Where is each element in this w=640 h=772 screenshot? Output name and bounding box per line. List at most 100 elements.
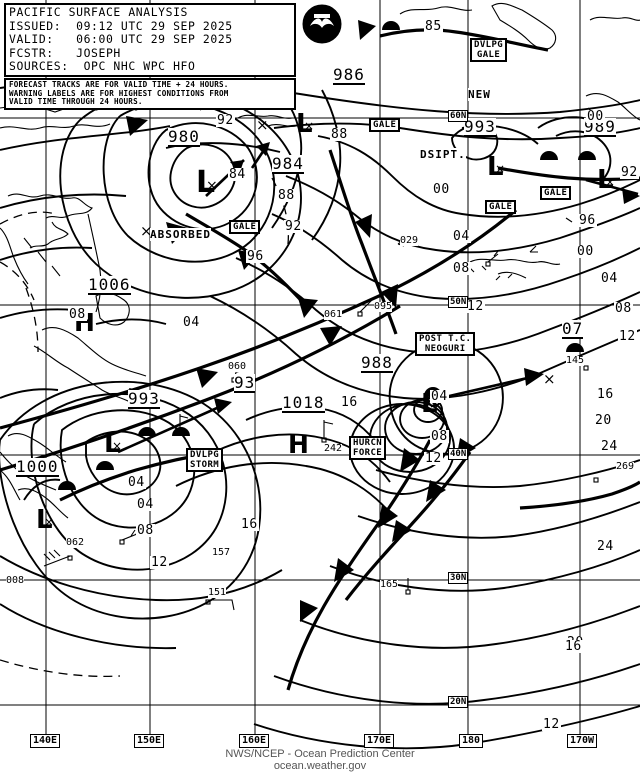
isobar-label-00-a: 00 [432,182,451,197]
graticule-latitudes [0,117,640,706]
longitude-label-170w: 170W [567,734,598,748]
isobar-label-00-c: 04 [127,475,146,490]
isobar-label-12-b: 12 [618,329,637,344]
isobar-label-04-a: 04 [452,229,471,244]
credit-line-1: NWS/NCEP - Ocean Prediction Center [225,748,415,760]
pressure-label-993-dsipt: 993 [464,117,496,137]
low-center-symbols: L × L × L × L × L × L × L × [36,109,615,535]
warning-box-gale-4: GALE [485,200,517,214]
warning-box-dvlpg-storm: DVLPG STORM [186,448,224,472]
svg-text:L: L [487,152,504,182]
isobar-label-92-c: 92 [620,165,639,180]
isobar-label-88-b: 88 [330,127,349,142]
pressure-label-988: 988 [361,353,393,373]
svg-text:×: × [140,222,153,240]
svg-text:×: × [304,119,314,133]
svg-text:L: L [104,429,121,459]
isobar-label-08-c: 08 [136,523,155,538]
svg-text:×: × [44,515,54,529]
station-value-242: 242 [324,443,343,454]
warning-box-gale-3: GALE [540,186,572,200]
latitude-label-30n: 30N [448,572,469,584]
isobar-label-12-c: 12 [150,555,169,570]
pressure-label-1000: 1000 [16,457,59,477]
isobar-label-04-e: 04 [430,389,449,404]
isobar-label-84: 84 [228,167,247,182]
credit-line-2: ocean.weather.gov [273,760,367,772]
isobar-label-04-d: 04 [136,497,155,512]
isobar-label-08-d: 08 [430,429,449,444]
station-value-145: 145 [566,355,585,366]
high-center-symbol-1018: H [288,430,309,459]
svg-text:×: × [495,162,505,176]
product-title: PACIFIC SURFACE ANALYSIS [9,5,188,19]
isobar-label-07: 07 [562,319,584,339]
forecast-tracks [117,142,640,454]
svg-text:L: L [296,109,313,139]
latitude-label-20n: 20N [448,696,469,708]
disclaimer-box: FORECAST TRACKS ARE FOR VALID TIME + 24 … [4,78,296,110]
isobar-label-16-d: 16 [564,639,583,654]
isobar-label-08-b: 08 [614,301,633,316]
product-valid: VALID: 06:00 UTC 29 SEP 2025 [9,32,233,47]
isobars [0,78,640,750]
isobar-label-12-a: 12 [466,299,485,314]
isobar-label-24-b: 24 [596,539,615,554]
isobar-label-92-b: 92 [284,219,303,234]
isobar-label-12-e: 12 [424,451,443,466]
station-value-061: 061 [324,309,343,320]
product-info-box: PACIFIC SURFACE ANALYSIS ISSUED: 09:12 U… [4,3,296,77]
disclaimer-line-1: FORECAST TRACKS ARE FOR VALID TIME + 24 … [9,80,229,89]
isobar-label-85: 85 [424,19,443,34]
station-value-060: 060 [228,361,247,372]
pressure-label-993-dvlpg: 993 [128,389,160,409]
isobar-label-92-a: 92 [216,113,235,128]
isobar-label-88: 88 [277,188,296,203]
latitude-label-40n: 40N [448,448,469,460]
longitude-label-180: 180 [459,734,484,748]
station-value-008: 008 [6,575,25,586]
storm-name-box-post-tc-neoguri: POST T.C. NEOGURI [415,332,476,356]
svg-text:×: × [543,370,556,388]
longitude-label-140e: 140E [30,734,61,748]
pressure-label-980: 980 [168,127,200,147]
fronts [0,20,640,691]
warning-box-gale-1: GALE [369,118,401,132]
station-value-029: 029 [400,235,419,246]
disclaimer-line-2: WARNING LABELS ARE FOR HIGHEST CONDITION… [9,88,229,98]
longitude-label-160e: 160E [239,734,270,748]
latitude-label-50n: 50N [448,296,469,308]
pressure-label-1006: 1006 [88,275,131,295]
pressure-label-984: 984 [272,154,304,174]
station-value-062: 062 [66,537,85,548]
svg-text:L: L [597,165,614,195]
warning-box-dvlpg-gale: DVLPG GALE [470,38,508,62]
label-dsipt: DSIPT. [420,148,466,161]
isobar-label-16-b: 16 [340,395,359,410]
station-value-269: 269 [616,461,635,472]
label-absorbed: ABSORBED [150,228,211,241]
svg-text:×: × [605,175,615,189]
pressure-label-1018: 1018 [282,393,325,413]
svg-text:L: L [36,505,53,535]
isobar-label-00-d: 00 [586,109,605,124]
pressure-label-986: 986 [333,65,365,85]
product-issued: ISSUED: 09:12 UTC 29 SEP 2025 [9,18,233,33]
warning-box-hurcn-force: HURCN FORCE [349,436,387,460]
isobar-label-08-e: 08 [68,307,87,322]
isobar-label-93: 93 [234,373,256,393]
isobar-label-24-a: 24 [600,439,619,454]
station-value-095: 095 [374,301,393,312]
latitude-label-60n: 60N [448,110,469,122]
isobar-label-04-b: 04 [600,271,619,286]
isobar-label-08-a: 08 [452,261,471,276]
longitude-label-170e: 170E [364,734,395,748]
isobar-label-04-c: 04 [182,315,201,330]
longitude-label-150e: 150E [134,734,165,748]
isobar-label-96-b: 96 [578,213,597,228]
disclaimer-line-3: VALID TIME THROUGH 24 HOURS. [9,97,143,107]
product-sources: SOURCES: OPC NHC WPC HFO [9,59,196,74]
svg-text:×: × [429,397,439,411]
